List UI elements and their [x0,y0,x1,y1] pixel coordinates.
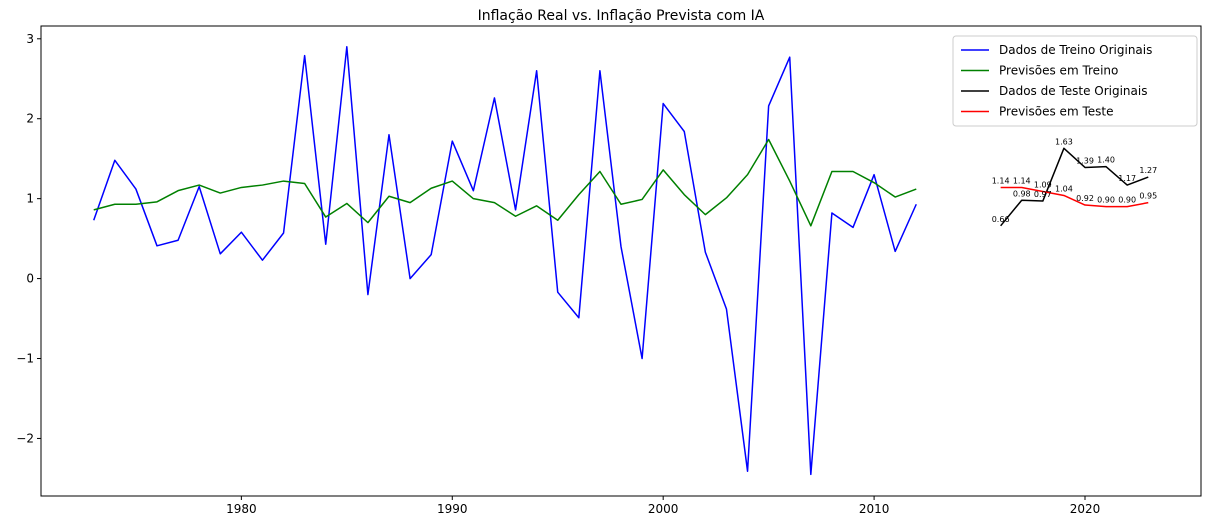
series-layer [93,46,1149,476]
legend-box [952,35,1198,127]
series-line-previsoes-em-treino [93,138,917,227]
data-labels: 0.66 0.98 0.97 1.63 1.39 1.401.171.27 1.14 1.14… [992,137,1157,224]
x-tick-label: 2010 [859,502,890,516]
x-tick-label: 2020 [1070,502,1101,516]
y-tick-label: −1 [16,352,34,366]
data-label: 0.98 [1013,189,1031,198]
data-label: 1.63 [1055,137,1073,146]
data-label: 1.14 [1013,176,1031,185]
y-tick-label: 2 [26,112,34,126]
y-axis: −2 −1 0 1 2 3 [16,32,41,445]
data-label: 0.97 [1034,190,1052,199]
legend-label: Dados de Teste Originais [999,84,1147,98]
y-tick-label: 3 [26,32,34,46]
data-label: 0.66 [992,215,1010,224]
data-label: 0.92 [1076,194,1094,203]
data-label: 0.90 [1118,196,1136,205]
legend-label: Previsões em Teste [999,105,1113,119]
data-label: 1.40 [1097,156,1115,165]
legend-label: Dados de Treino Originais [999,43,1152,57]
x-tick-label: 1980 [226,502,257,516]
series-line-previsoes-em-teste [1000,186,1149,208]
y-tick-label: 0 [26,272,34,286]
data-label: 1.39 [1076,156,1094,165]
chart-title: Inflação Real vs. Inflação Prevista com … [478,8,765,24]
series-line-dados-de-teste-originais [1000,147,1149,227]
x-axis: 1980 1990 2000 2010 2020 [226,496,1100,516]
data-label: 1.27 [1139,166,1157,175]
series-line-dados-de-treino-originais [93,46,917,476]
data-label: 1.14 [992,176,1010,185]
legend-label: Previsões em Treino [999,64,1118,78]
y-tick-label: −2 [16,431,34,445]
data-label: 0.90 [1097,196,1115,205]
data-label: 1.04 [1055,184,1073,193]
data-label: 1.09 [1034,180,1052,189]
data-label: 0.95 [1139,192,1157,201]
y-tick-label: 1 [26,192,34,206]
legend: Dados de Treino Originais Previsões em Tr… [952,35,1198,127]
data-label: 1.17 [1118,174,1136,183]
x-tick-label: 2000 [648,502,679,516]
x-tick-label: 1990 [437,502,468,516]
